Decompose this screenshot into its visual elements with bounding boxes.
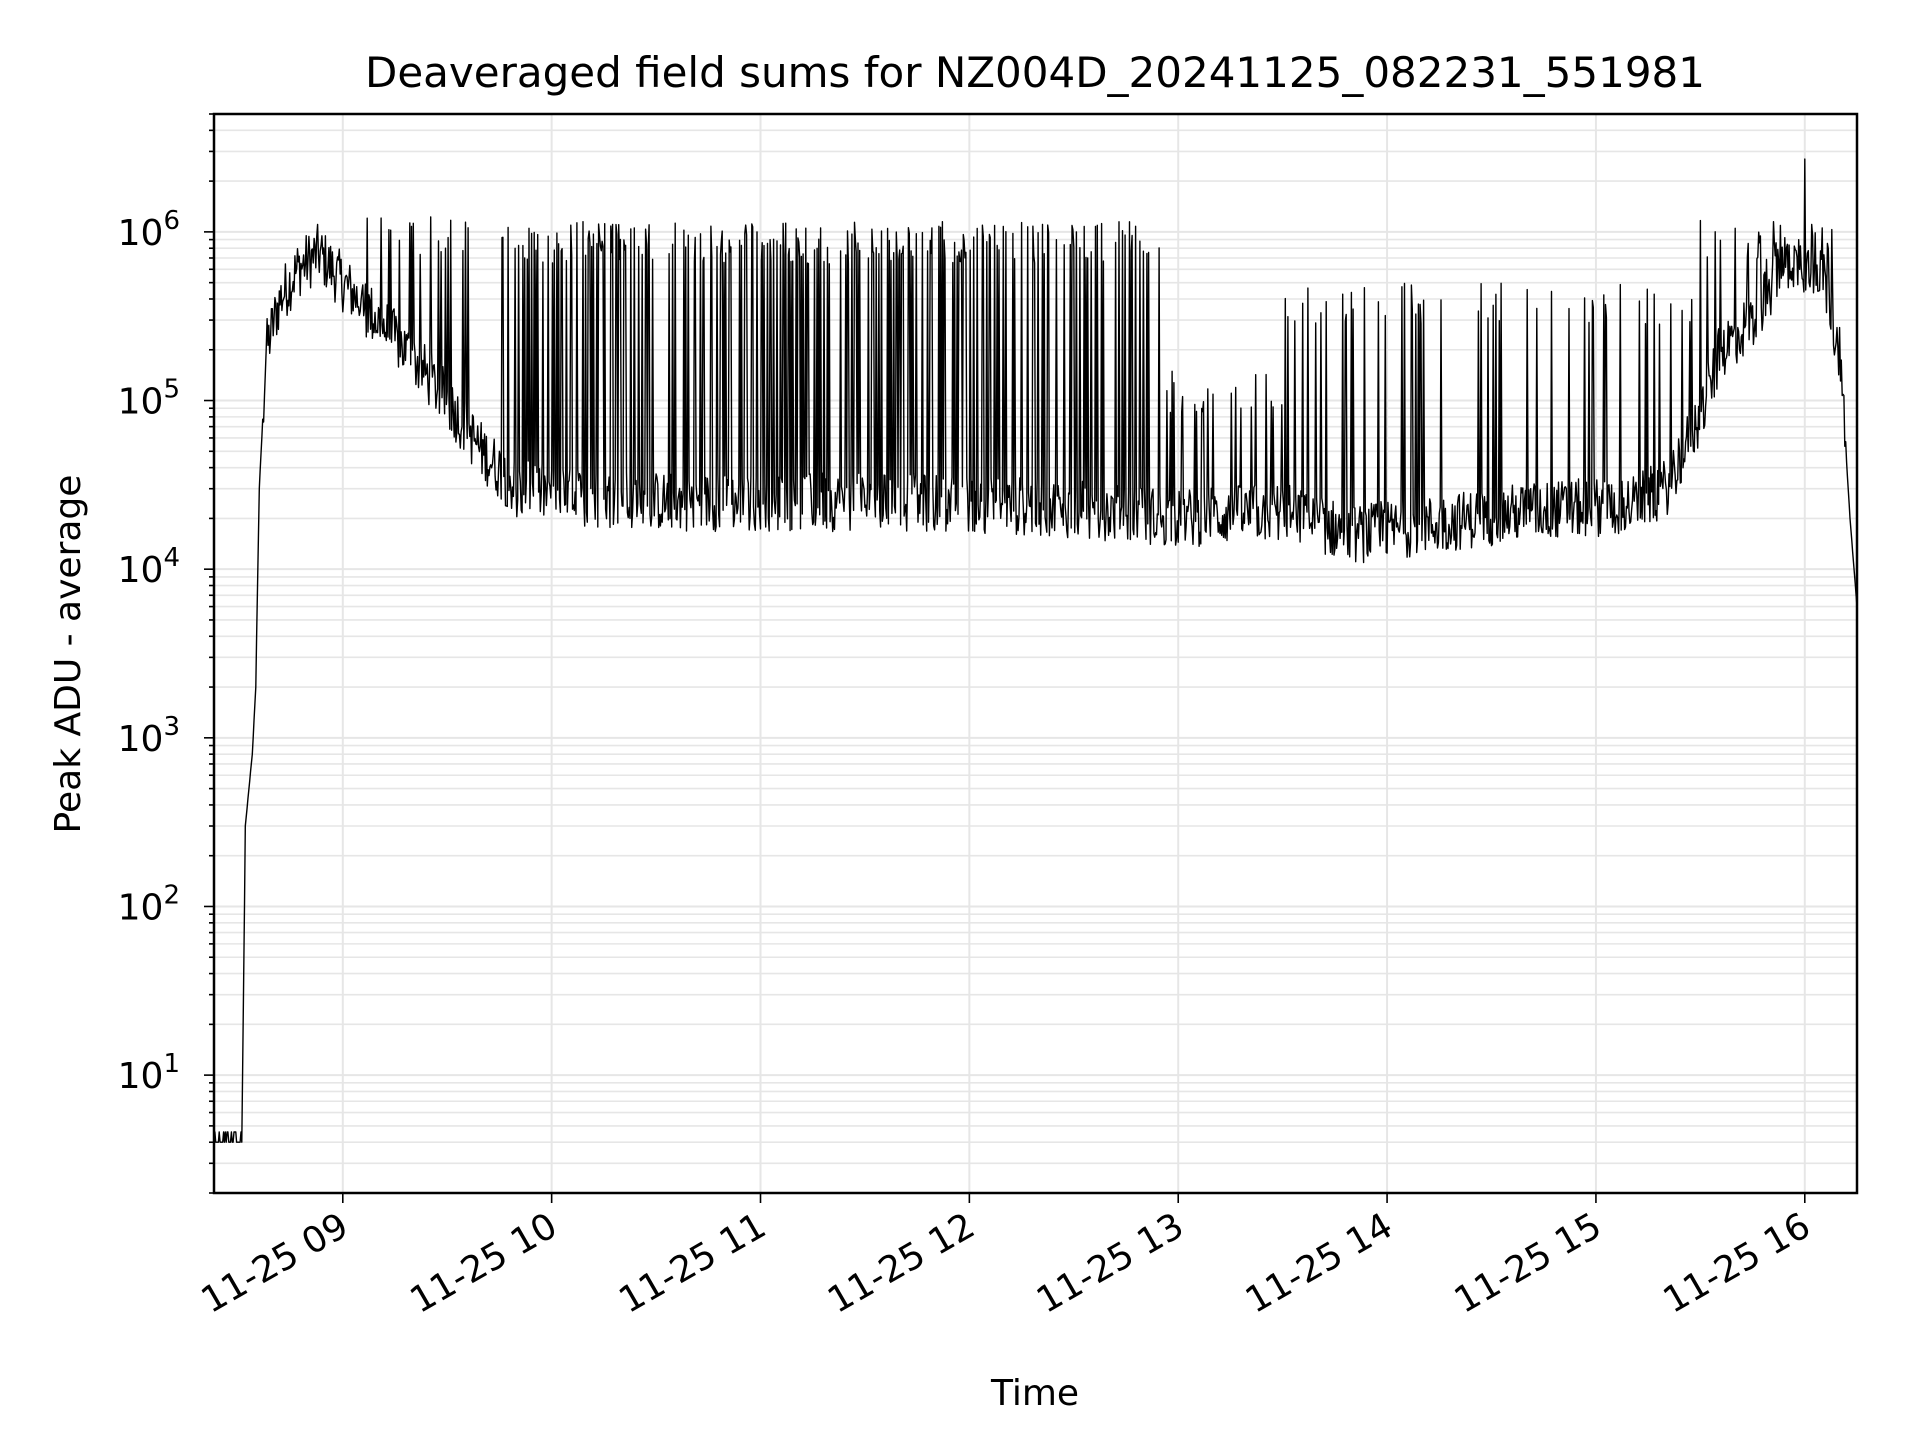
x-tick-label: 11-25 14: [1239, 1205, 1400, 1321]
x-tick-label: 11-25 09: [195, 1205, 356, 1321]
y-tick-label: 106: [118, 206, 180, 254]
grid: [214, 113, 1857, 1194]
y-axis-label: Peak ADU - average: [48, 475, 89, 834]
chart-title: Deaveraged field sums for NZ004D_2024112…: [365, 48, 1705, 97]
y-tick-label: 102: [118, 880, 180, 928]
series-line: [213, 158, 1858, 1143]
x-tick-label: 11-25 10: [403, 1205, 564, 1321]
x-tick-label: 11-25 16: [1657, 1205, 1818, 1321]
y-tick-label: 105: [118, 375, 180, 423]
y-tick-label: 103: [118, 712, 180, 760]
x-tick-label: 11-25 12: [821, 1205, 982, 1321]
x-tick-label: 11-25 15: [1448, 1205, 1609, 1321]
x-tick-label: 11-25 11: [612, 1205, 773, 1321]
y-tick-label: 104: [118, 543, 180, 591]
ticks: [204, 113, 1806, 1203]
x-tick-label: 11-25 13: [1030, 1205, 1191, 1321]
x-axis-label: Time: [990, 1373, 1079, 1414]
plot-frame: [212, 112, 1859, 1195]
y-tick-label: 101: [118, 1049, 180, 1097]
